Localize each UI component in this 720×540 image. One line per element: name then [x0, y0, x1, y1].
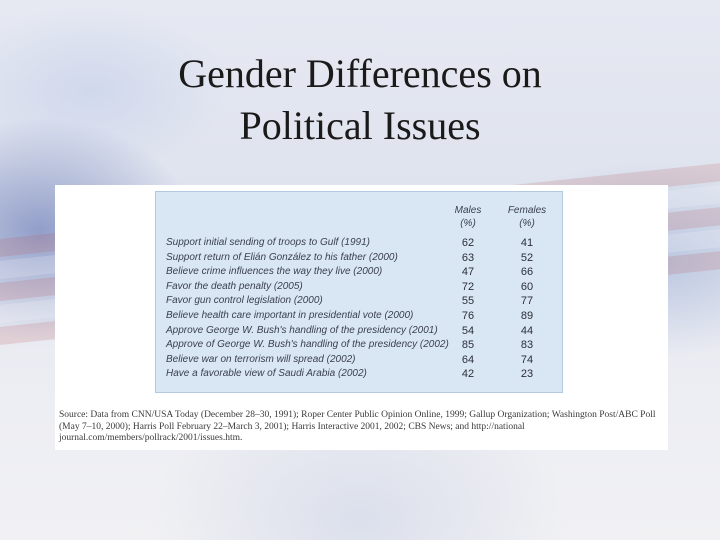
- females-value: 23: [520, 368, 534, 381]
- issue-label: Approve of George W. Bush's handling of …: [166, 339, 449, 351]
- gender-table: Males (%) Females (%) Support initial se…: [155, 191, 563, 393]
- males-value: 42: [461, 368, 475, 381]
- issue-label: Support return of Elián González to his …: [166, 251, 398, 263]
- males-value: 63: [461, 251, 475, 264]
- table-row: Believe crime influences the way they li…: [166, 265, 560, 280]
- source-note: Source: Data from CNN/USA Today (Decembe…: [59, 410, 656, 443]
- table-row: Approve of George W. Bush's handling of …: [166, 338, 560, 353]
- males-header-label: Males: [454, 205, 482, 216]
- issue-label: Believe war on terrorism will spread (20…: [166, 353, 356, 365]
- table-row: Favor gun control legislation (2000) 55 77: [166, 294, 560, 309]
- title-line-1: Gender Differences on: [178, 51, 542, 96]
- females-value: 66: [520, 266, 534, 279]
- table-row: Approve George W. Bush's handling of the…: [166, 324, 560, 339]
- males-value: 76: [461, 309, 475, 322]
- table-row: Support initial sending of troops to Gul…: [166, 236, 560, 251]
- issue-label: Favor the death penalty (2005): [166, 280, 303, 292]
- issue-label: Favor gun control legislation (2000): [166, 295, 323, 307]
- issue-label: Believe crime influences the way they li…: [166, 266, 383, 278]
- females-header-label: Females: [507, 205, 547, 216]
- females-value: 60: [520, 280, 534, 293]
- males-header-unit: (%): [460, 218, 476, 229]
- content-panel: Males (%) Females (%) Support initial se…: [55, 185, 668, 450]
- males-value: 64: [461, 353, 475, 366]
- females-header-unit: (%): [519, 218, 535, 229]
- females-value: 83: [520, 339, 534, 352]
- males-value: 62: [461, 237, 475, 249]
- table-row: Favor the death penalty (2005) 72 60: [166, 280, 560, 295]
- males-value: 85: [461, 339, 475, 352]
- issue-label: Believe health care important in preside…: [166, 309, 414, 321]
- title-line-2: Political Issues: [239, 103, 481, 148]
- slide-title: Gender Differences on Political Issues: [0, 48, 720, 152]
- issue-label: Have a favorable view of Saudi Arabia (2…: [166, 368, 367, 380]
- females-value: 89: [520, 309, 534, 322]
- table-row: Support return of Elián González to his …: [166, 251, 560, 266]
- males-value: 54: [461, 324, 475, 337]
- females-value: 77: [520, 295, 534, 308]
- females-value: 41: [520, 237, 534, 249]
- issue-label: Support initial sending of troops to Gul…: [166, 237, 371, 248]
- table-row: Believe health care important in preside…: [166, 309, 560, 324]
- females-value: 74: [520, 353, 534, 366]
- females-column-header: Females (%): [497, 204, 557, 230]
- issue-label: Approve George W. Bush's handling of the…: [166, 324, 438, 336]
- males-column-header: Males (%): [438, 204, 498, 230]
- males-value: 47: [461, 266, 475, 279]
- females-value: 52: [520, 251, 534, 264]
- males-value: 72: [461, 280, 475, 293]
- males-value: 55: [461, 295, 475, 308]
- table-row: Believe war on terrorism will spread (20…: [166, 353, 560, 368]
- table-row: Have a favorable view of Saudi Arabia (2…: [166, 367, 560, 382]
- females-value: 44: [520, 324, 534, 337]
- table-rows: Support initial sending of troops to Gul…: [166, 236, 560, 382]
